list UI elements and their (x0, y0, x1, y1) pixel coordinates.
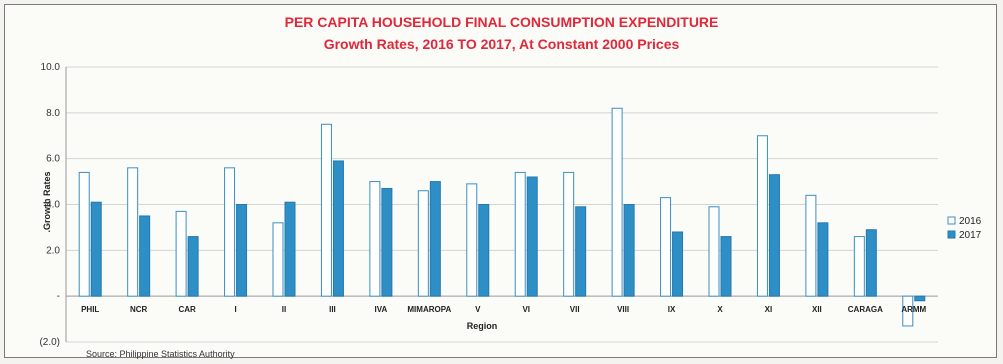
category-labels: PHIL NCR CAR I II III IVA MIMAROPA V VI VII VIII IX X… (81, 305, 926, 314)
bar-2017-CARAGA (865, 229, 877, 297)
legend: 2016 2017 (947, 216, 982, 241)
y-tick-label: 8.0 (46, 108, 60, 119)
bar-2017-XI (768, 174, 780, 297)
category-label: II (282, 305, 286, 314)
legend-label-2016: 2016 (959, 216, 982, 227)
category-label: ARMM (901, 305, 926, 314)
category-label: XII (812, 305, 822, 314)
bar-2016-IVA (369, 181, 381, 297)
category-label: IVA (375, 305, 388, 314)
bar-2016-I (224, 167, 236, 297)
category-label: NCR (130, 305, 148, 314)
category-label: CARAGA (848, 305, 883, 314)
bar-2017-PHIL (90, 201, 102, 297)
bar-2017-NCR (139, 215, 151, 297)
bar-2017-VI (526, 176, 538, 297)
bar-2016-MIMAROPA (417, 190, 429, 297)
legend-swatch-2016 (947, 216, 956, 225)
grid-lines (65, 66, 938, 343)
category-label: IX (668, 305, 676, 314)
bar-2017-CAR (187, 236, 199, 297)
category-label: CAR (178, 305, 196, 314)
category-label: III (329, 305, 336, 314)
category-label: VI (522, 305, 530, 314)
bar-2017-I (236, 204, 248, 297)
bar-2017-IVA (381, 187, 393, 297)
bar-2017-MIMAROPA (429, 181, 441, 297)
bar-2017-II (284, 201, 296, 297)
bar-2016-II (272, 222, 284, 297)
category-label: VIII (617, 305, 629, 314)
chart-subtitle: Growth Rates, 2016 TO 2017, At Constant … (323, 36, 680, 52)
chart-title: PER CAPITA HOUSEHOLD FINAL CONSUMPTION E… (284, 14, 719, 30)
bar-2017-V (478, 204, 490, 297)
category-label: XI (765, 305, 773, 314)
bar-2016-XII (805, 194, 817, 297)
bar-2016-PHIL (78, 171, 90, 297)
chart-frame (4, 4, 997, 358)
bar-2016-ARMM (902, 295, 914, 327)
y-axis-title: .Growth Rates (42, 171, 52, 232)
bar-2016-VII (563, 171, 575, 297)
bar-2017-X (720, 236, 732, 297)
bar-2016-CARAGA (853, 236, 865, 297)
y-tick-label: 4.0 (46, 200, 60, 211)
legend-swatch-2017 (947, 230, 956, 239)
bar-2016-VIII (611, 107, 623, 297)
bar-2016-NCR (127, 167, 139, 297)
bars (78, 107, 926, 327)
category-label: V (475, 305, 481, 314)
category-label: PHIL (81, 305, 99, 314)
bar-2016-VI (514, 171, 526, 297)
category-label: I (234, 305, 236, 314)
bar-2016-III (320, 123, 332, 297)
y-tick-label: 10.0 (41, 62, 61, 73)
bar-2017-IX (672, 231, 684, 297)
y-tick-label: - (57, 291, 60, 302)
category-label: VII (570, 305, 580, 314)
category-label: X (717, 305, 723, 314)
y-tick-label: 2.0 (46, 245, 60, 256)
source-note: Source: Philippine Statistics Authority (86, 349, 235, 359)
x-axis-title: Region (467, 321, 498, 331)
bar-2017-XII (817, 222, 829, 297)
bar-2017-III (332, 160, 344, 297)
bar-2016-XI (756, 135, 768, 297)
y-tick-label: 6.0 (46, 154, 60, 165)
y-tick-label: (2.0) (39, 337, 60, 348)
bar-2017-ARMM (914, 295, 926, 302)
bar-2016-IX (660, 197, 672, 297)
bar-2016-V (466, 183, 478, 297)
bar-2016-CAR (175, 210, 187, 297)
bar-2017-VII (575, 206, 587, 297)
y-tick-labels: (2.0) - 2.0 4.0 6.0 8.0 10.0 (39, 62, 60, 348)
category-label: MIMAROPA (407, 305, 451, 314)
bar-2016-X (708, 206, 720, 297)
legend-label-2017: 2017 (959, 230, 982, 241)
bar-2017-VIII (623, 204, 635, 297)
